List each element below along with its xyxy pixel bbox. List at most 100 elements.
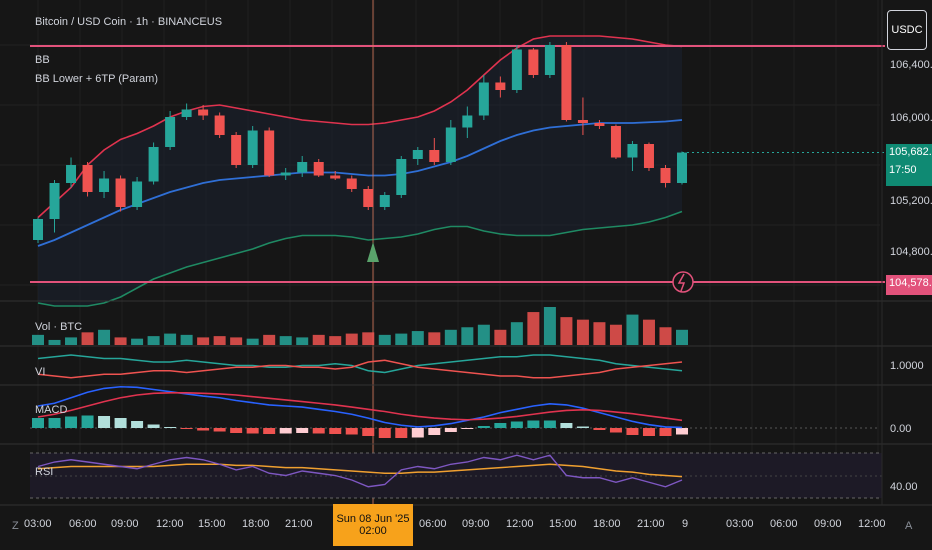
vi-plus-line	[37, 354, 683, 374]
macd-histogram-bar	[312, 428, 325, 434]
rsi-pane	[30, 452, 882, 499]
volume-bar	[494, 329, 507, 345]
macd-pane	[30, 385, 880, 438]
time-axis-label: 03:00	[726, 518, 754, 530]
time-axis-label: 18:00	[242, 518, 270, 530]
macd-histogram-bar	[527, 420, 540, 428]
indicator-bb-lower-title[interactable]: BB Lower + 6TP (Param)	[35, 73, 158, 85]
macd-histogram-bar	[197, 428, 210, 431]
macd-line	[37, 385, 683, 429]
macd-histogram-bar	[395, 428, 408, 438]
volume-bar	[213, 336, 226, 345]
candle-body	[66, 165, 77, 183]
macd-histogram-bar	[560, 423, 573, 428]
candle-body	[346, 178, 357, 189]
price-label-1: 106,400.00	[890, 59, 932, 71]
vi-pane-title[interactable]: VI	[35, 366, 46, 378]
volume-bar	[147, 336, 160, 345]
macd-histogram-bar	[428, 428, 441, 435]
volume-bar	[32, 334, 44, 345]
volume-pane-title[interactable]: Vol · BTC	[35, 321, 83, 333]
macd-histogram-bar	[329, 428, 342, 434]
volume-bar	[345, 333, 358, 345]
volume-bar	[246, 338, 259, 345]
macd-signal-line	[37, 391, 683, 422]
macd-histogram-bar	[593, 428, 606, 430]
bollinger-bands	[30, 0, 885, 505]
macd-pane-title[interactable]: MACD	[35, 404, 68, 416]
pane-separators	[0, 0, 932, 506]
alert-bolt-icon	[677, 273, 686, 292]
macd-histogram-bar	[230, 428, 243, 433]
candle-body	[247, 130, 258, 165]
volume-bar	[180, 334, 193, 345]
rsi-pane-title[interactable]: RSI	[35, 466, 54, 478]
volume-bar	[411, 331, 424, 345]
candle-body	[280, 172, 291, 176]
candle-body	[429, 150, 440, 162]
macd-histogram-bar	[296, 428, 309, 433]
volume-bar	[378, 334, 391, 345]
volume-bar	[659, 327, 672, 345]
volume-bar	[197, 337, 210, 345]
volume-bar	[428, 332, 441, 345]
candle-body	[82, 165, 93, 192]
rsi-scale-label: 40.00	[890, 481, 918, 493]
time-axis-label: 15:00	[549, 518, 577, 530]
indicator-bb-title[interactable]: BB	[35, 54, 50, 66]
candle-body	[445, 127, 456, 162]
price-label-2: 106,000.00	[890, 112, 932, 124]
candle-body	[379, 195, 390, 207]
macd-histogram-bar	[494, 423, 507, 428]
bb-band-fill	[38, 36, 682, 306]
candle-body	[478, 82, 489, 116]
volume-bar	[98, 329, 111, 345]
price-label-3: 105,200.00	[890, 195, 932, 207]
candle-body	[132, 181, 143, 207]
macd-histogram-bar	[642, 428, 655, 436]
macd-histogram-bar	[576, 426, 589, 428]
time-axis-label: 09:00	[111, 518, 139, 530]
vi-pane	[37, 354, 683, 379]
volume-bar	[609, 324, 622, 345]
candles	[33, 42, 687, 243]
time-axis-label: 21:00	[637, 518, 665, 530]
vi-scale-label: 1.0000	[890, 360, 924, 372]
candle-body	[148, 147, 159, 182]
candle-body	[528, 49, 539, 75]
volume-bar	[81, 332, 94, 345]
candle-body	[462, 115, 473, 128]
time-axis-label: 09:00	[814, 518, 842, 530]
candle-body	[412, 150, 423, 159]
macd-histogram-bar	[164, 427, 177, 428]
zoom-left-button[interactable]: Z	[12, 520, 19, 532]
macd-histogram-bar	[659, 428, 672, 436]
signal-arrow-up	[367, 242, 379, 262]
candle-body	[33, 219, 43, 240]
volume-bar	[444, 329, 457, 345]
bb-basis-line	[37, 119, 683, 247]
candle-body	[627, 144, 638, 158]
volume-bar	[676, 329, 688, 345]
volume-bar	[560, 317, 573, 345]
symbol-title[interactable]: Bitcoin / USD Coin · 1h · BINANCEUS	[35, 16, 223, 28]
candle-body	[181, 109, 192, 117]
countdown: 17:50	[889, 164, 917, 176]
price-label-4: 104,800.00	[890, 246, 932, 258]
macd-histogram-bar	[263, 428, 276, 434]
volume-bar	[543, 307, 556, 345]
macd-histogram-bar	[543, 420, 556, 428]
alert-clock-icon	[672, 271, 694, 293]
macd-histogram-bar	[98, 416, 111, 428]
candle-body	[610, 126, 621, 158]
candle-body	[99, 178, 110, 192]
time-axis-label: 06:00	[770, 518, 798, 530]
auto-scale-button[interactable]: A	[905, 520, 913, 532]
volume-bar	[477, 324, 490, 345]
alert-price-tag: 104,578.27	[886, 275, 932, 295]
macd-histogram-bar	[676, 428, 688, 435]
currency-button[interactable]: USDC	[887, 10, 927, 50]
candle-body	[313, 162, 324, 176]
candle-body	[330, 175, 341, 179]
